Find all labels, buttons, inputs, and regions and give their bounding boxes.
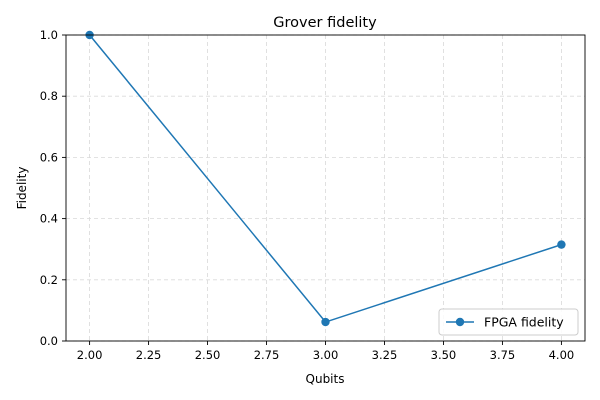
legend-box	[438, 308, 579, 336]
y-tick-label: 0.2	[40, 273, 58, 287]
y-axis: 0.0 0.2 0.4 0.6 0.8 1.0	[40, 28, 66, 348]
legend-entry-fpga-fidelity: FPGA fidelity	[484, 315, 564, 330]
data-point	[557, 240, 566, 249]
x-tick-label: 2.00	[77, 348, 103, 362]
x-tick-label: 3.75	[490, 348, 516, 362]
x-tick-label: 3.50	[431, 348, 457, 362]
x-tick-label: 3.00	[313, 348, 339, 362]
y-tick-label: 0.4	[40, 212, 58, 226]
x-tick-label: 2.25	[136, 348, 162, 362]
y-axis-label: Fidelity	[15, 167, 29, 210]
chart-title: Grover fidelity	[273, 15, 377, 31]
x-tick-label: 2.50	[195, 348, 221, 362]
grid-lines	[66, 34, 585, 342]
y-tick-label: 1.0	[40, 28, 58, 42]
y-tick-label: 0.6	[40, 150, 58, 164]
legend-marker-swatch	[455, 317, 465, 327]
x-tick-label: 2.75	[254, 348, 280, 362]
x-axis: 2.00 2.25 2.50 2.75 3.00 3.25 3.50 3.75 4.00	[77, 341, 574, 362]
x-axis-label: Qubits	[306, 372, 345, 386]
legend: FPGA fidelity	[438, 308, 579, 336]
x-tick-label: 3.25	[372, 348, 398, 362]
data-point	[321, 317, 330, 327]
y-tick-label: 0.8	[40, 89, 58, 103]
y-tick-label: 0.0	[40, 334, 58, 348]
x-tick-label: 4.00	[549, 348, 575, 362]
